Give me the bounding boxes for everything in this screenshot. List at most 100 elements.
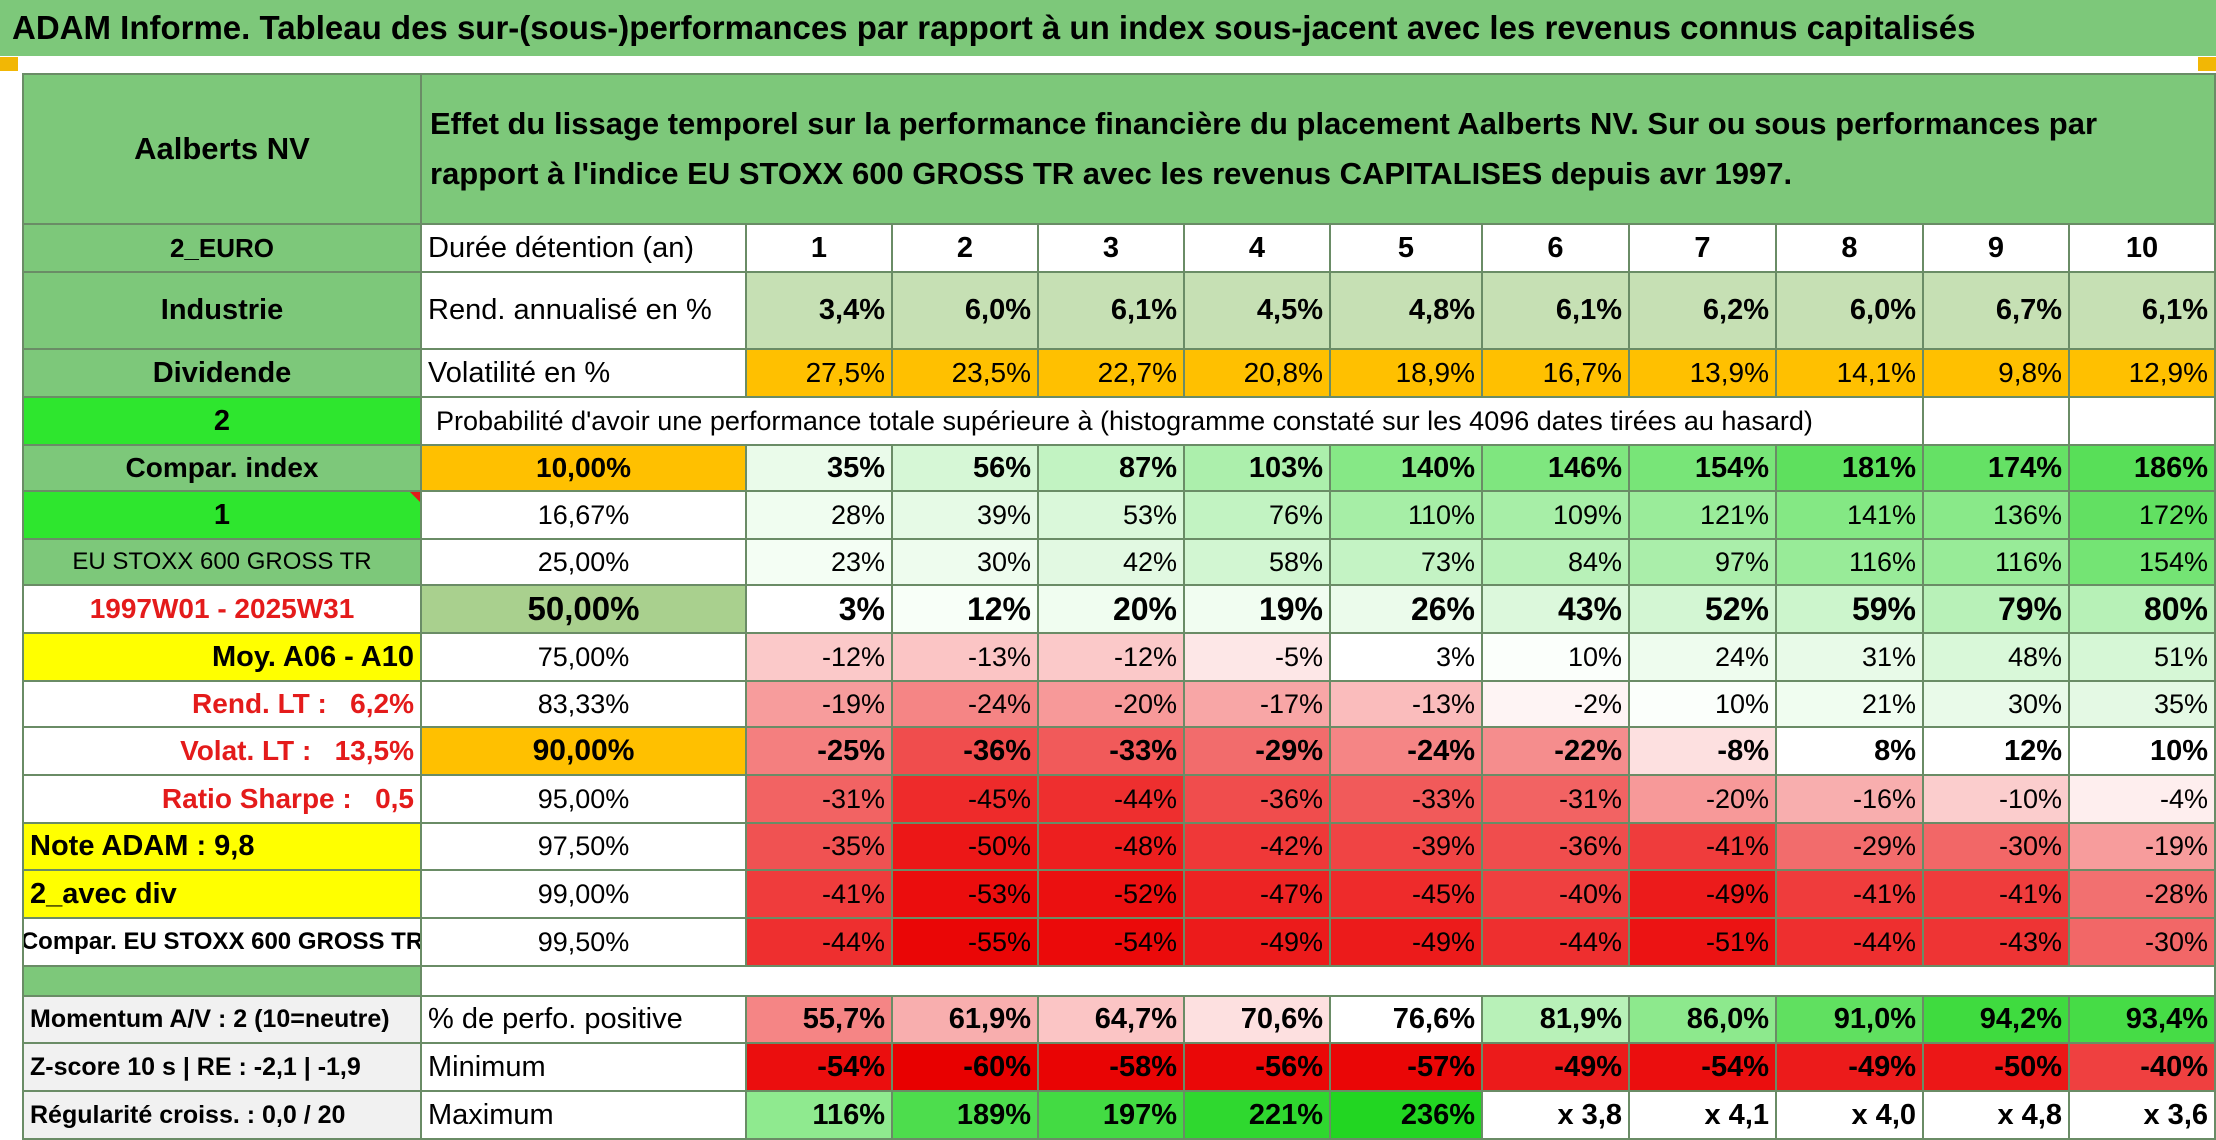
- quantile-value: 59%: [1777, 586, 1922, 632]
- quantile-value: 181%: [1777, 446, 1922, 490]
- quantile-value: -19%: [747, 682, 891, 726]
- quantile-value: -12%: [747, 634, 891, 680]
- pct-positive-value: 55,7%: [747, 997, 891, 1042]
- pct-positive-value: 70,6%: [1185, 997, 1329, 1042]
- quantile-value: 28%: [747, 492, 891, 538]
- quantile-value: -19%: [2070, 824, 2214, 869]
- volat-value: 23,5%: [893, 350, 1037, 396]
- maximum-value: x 4,0: [1777, 1092, 1922, 1138]
- volat-value: 27,5%: [747, 350, 891, 396]
- quantile-value: 103%: [1185, 446, 1329, 490]
- period-label: 1997W01 - 2025W31: [24, 586, 420, 632]
- year-header: 1: [747, 225, 891, 271]
- maximum-value: x 3,6: [2070, 1092, 2214, 1138]
- quantile-value: 136%: [1924, 492, 2068, 538]
- minimum-value: -56%: [1185, 1044, 1329, 1090]
- maximum-value: x 4,8: [1924, 1092, 2068, 1138]
- quantile-value: 87%: [1039, 446, 1183, 490]
- maximum-value: 189%: [893, 1092, 1037, 1138]
- quantile-value: -55%: [893, 919, 1037, 965]
- pct-positive-value: 76,6%: [1331, 997, 1481, 1042]
- quantile-value: -17%: [1185, 682, 1329, 726]
- quantile-value: 53%: [1039, 492, 1183, 538]
- compar-index-label: Compar. index: [24, 446, 420, 490]
- empty-cell: [1924, 398, 2068, 444]
- minimum-value: -50%: [1924, 1044, 2068, 1090]
- zscore-label: Z-score 10 s | RE : -2,1 | -1,9: [24, 1044, 420, 1090]
- minimum-value: -60%: [893, 1044, 1037, 1090]
- pct-positive-label: % de perfo. positive: [422, 997, 745, 1042]
- quantile-label: 99,00%: [422, 871, 745, 917]
- volat-value: 13,9%: [1630, 350, 1775, 396]
- compar-full-label: Compar. EU STOXX 600 GROSS TR: [24, 919, 420, 965]
- quantile-value: -20%: [1039, 682, 1183, 726]
- volat-value: 12,9%: [2070, 350, 2214, 396]
- rend-label: Rend. annualisé en %: [422, 273, 745, 348]
- minimum-value: -54%: [747, 1044, 891, 1090]
- minimum-value: -49%: [1777, 1044, 1922, 1090]
- quantile-value: -41%: [1924, 871, 2068, 917]
- volat-label: Volatilité en %: [422, 350, 745, 396]
- quantile-value: 52%: [1630, 586, 1775, 632]
- quantile-value: 48%: [1924, 634, 2068, 680]
- quantile-value: -22%: [1483, 728, 1628, 774]
- minimum-label: Minimum: [422, 1044, 745, 1090]
- quantile-value: 10%: [1483, 634, 1628, 680]
- rend-value: 6,7%: [1924, 273, 2068, 348]
- maximum-value: 221%: [1185, 1092, 1329, 1138]
- quantile-value: -13%: [1331, 682, 1481, 726]
- quantile-value: -16%: [1777, 776, 1922, 822]
- quantile-value: 43%: [1483, 586, 1628, 632]
- pct-positive-value: 94,2%: [1924, 997, 2068, 1042]
- quantile-value: 116%: [1777, 540, 1922, 584]
- quantile-value: -45%: [1331, 871, 1481, 917]
- quantile-value: -36%: [1185, 776, 1329, 822]
- index-code-selector[interactable]: 1: [24, 492, 420, 538]
- year-header: 5: [1331, 225, 1481, 271]
- quantile-value: -31%: [1483, 776, 1628, 822]
- quantile-value: 97%: [1630, 540, 1775, 584]
- quantile-value: -35%: [747, 824, 891, 869]
- quantile-value: -4%: [2070, 776, 2214, 822]
- note-adam-label: Note ADAM : 9,8: [24, 824, 420, 869]
- quantile-value: -44%: [1777, 919, 1922, 965]
- year-header: 8: [1777, 225, 1922, 271]
- quantile-value: 8%: [1777, 728, 1922, 774]
- quantile-value: -41%: [1777, 871, 1922, 917]
- sector-label: Industrie: [24, 273, 420, 348]
- year-header: 9: [1924, 225, 2068, 271]
- quantile-value: 80%: [2070, 586, 2214, 632]
- quantile-value: -24%: [893, 682, 1037, 726]
- quantile-label: 10,00%: [422, 446, 745, 490]
- quantile-value: -10%: [1924, 776, 2068, 822]
- quantile-value: -31%: [747, 776, 891, 822]
- quantile-value: 10%: [1630, 682, 1775, 726]
- quantile-value: 76%: [1185, 492, 1329, 538]
- code-selector[interactable]: 2: [24, 398, 420, 444]
- maximum-value: 236%: [1331, 1092, 1481, 1138]
- pct-positive-value: 64,7%: [1039, 997, 1183, 1042]
- corner-marker-right: [2198, 57, 2216, 71]
- quantile-value: -33%: [1039, 728, 1183, 774]
- quantile-value: -36%: [1483, 824, 1628, 869]
- volat-value: 14,1%: [1777, 350, 1922, 396]
- quantile-value: -49%: [1185, 919, 1329, 965]
- quantile-value: -29%: [1777, 824, 1922, 869]
- quantile-value: -44%: [1039, 776, 1183, 822]
- volat-value: 16,7%: [1483, 350, 1628, 396]
- quantile-value: -50%: [893, 824, 1037, 869]
- volat-value: 9,8%: [1924, 350, 2068, 396]
- rend-value: 6,0%: [893, 273, 1037, 348]
- quantile-value: 172%: [2070, 492, 2214, 538]
- quantile-value: -41%: [1630, 824, 1775, 869]
- quantile-label: 90,00%: [422, 728, 745, 774]
- quantile-value: -25%: [747, 728, 891, 774]
- quantile-value: 146%: [1483, 446, 1628, 490]
- quantile-value: 35%: [2070, 682, 2214, 726]
- quantile-value: -24%: [1331, 728, 1481, 774]
- volat-value: 18,9%: [1331, 350, 1481, 396]
- quantile-value: -42%: [1185, 824, 1329, 869]
- volat-value: 22,7%: [1039, 350, 1183, 396]
- momentum-label: Momentum A/V : 2 (10=neutre): [24, 997, 420, 1042]
- quantile-value: 140%: [1331, 446, 1481, 490]
